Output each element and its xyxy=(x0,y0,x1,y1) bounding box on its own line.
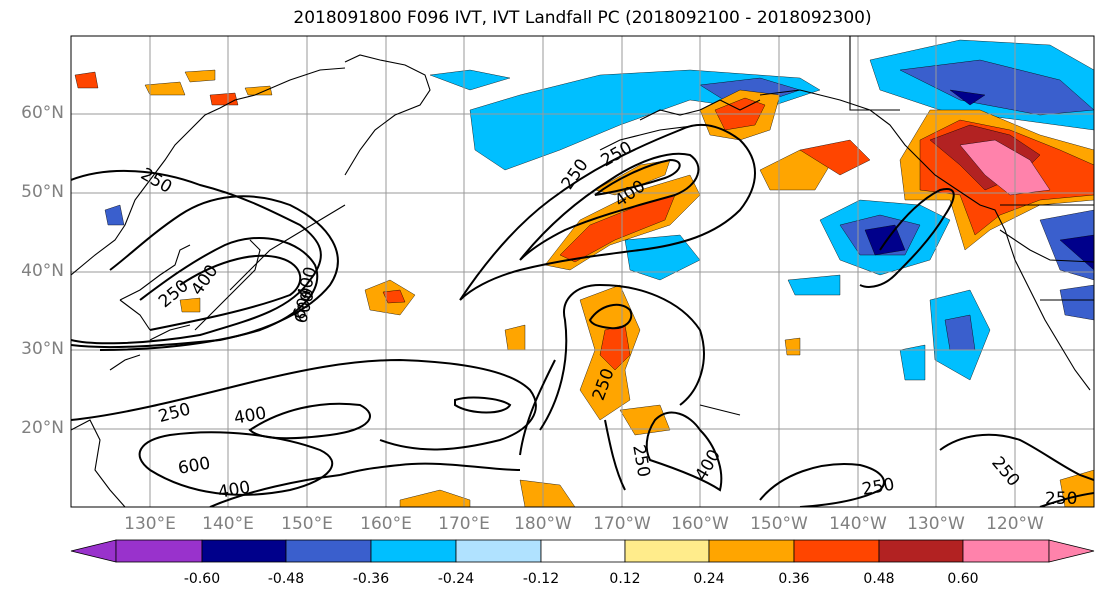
colorbar-segment xyxy=(708,539,795,563)
colorbar-tick-label: -0.12 xyxy=(522,571,560,587)
colorbar-segment xyxy=(624,539,710,563)
colorbar-extend-low xyxy=(70,539,117,563)
lon-tick-label: 170°W xyxy=(593,514,651,534)
colorbar-segment xyxy=(540,539,626,563)
lon-tick-label: 130°E xyxy=(124,514,176,534)
map-title: 2018091800 F096 IVT, IVT Landfall PC (20… xyxy=(293,8,872,28)
colorbar-tick-label: -0.48 xyxy=(267,571,305,587)
colorbar-tick-label: 0.36 xyxy=(778,571,810,587)
colorbar-extend-high xyxy=(1048,539,1095,563)
lat-tick-label: 50°N xyxy=(21,182,64,202)
colorbar-tick-label: 0.24 xyxy=(693,571,725,587)
lon-tick-label: 140°W xyxy=(829,514,887,534)
lon-tick-label: 160°W xyxy=(671,514,729,534)
colorbar-tick-label: 0.48 xyxy=(863,571,895,587)
colorbar-segment xyxy=(793,539,880,563)
lon-tick-label: 150°E xyxy=(281,514,333,534)
colorbar-tick-label: 0.60 xyxy=(947,571,979,587)
contour-label: 250 xyxy=(1045,489,1077,509)
lon-tick-label: 160°E xyxy=(360,514,412,534)
contour-labels: 250 250 400 600 400 600 250 400 600 400 … xyxy=(137,138,1077,509)
colorbar-segment xyxy=(285,539,372,563)
colorbar-segment xyxy=(455,539,542,563)
lon-tick-label: 140°E xyxy=(202,514,254,534)
map-panel: 250 250 400 600 400 600 250 400 600 400 … xyxy=(71,36,1094,509)
lon-tick-label: 150°W xyxy=(750,514,808,534)
colorbar xyxy=(70,539,1095,563)
colorbar-tick-label: -0.60 xyxy=(183,571,221,587)
coastlines xyxy=(71,36,1094,507)
lon-tick-label: 130°W xyxy=(907,514,965,534)
map-frame xyxy=(70,35,1095,508)
colorbar-segment xyxy=(115,539,203,563)
graticule xyxy=(71,36,1094,507)
ivt-contours xyxy=(71,123,1094,507)
lat-tick-label: 40°N xyxy=(21,261,64,281)
lat-tick-label: 30°N xyxy=(21,339,64,359)
lon-tick-label: 120°W xyxy=(986,514,1044,534)
colorbar-segment xyxy=(962,539,1050,563)
colorbar-segment xyxy=(370,539,457,563)
lon-tick-label: 170°E xyxy=(438,514,490,534)
colorbar-tick-label: -0.36 xyxy=(352,571,390,587)
lat-tick-label: 60°N xyxy=(21,103,64,123)
lon-tick-label: 180°W xyxy=(514,514,572,534)
lat-tick-label: 20°N xyxy=(21,418,64,438)
colorbar-tick-label: -0.24 xyxy=(437,571,475,587)
colorbar-segment xyxy=(878,539,964,563)
colorbar-tick-label: 0.12 xyxy=(609,571,641,587)
colorbar-segment xyxy=(201,539,287,563)
